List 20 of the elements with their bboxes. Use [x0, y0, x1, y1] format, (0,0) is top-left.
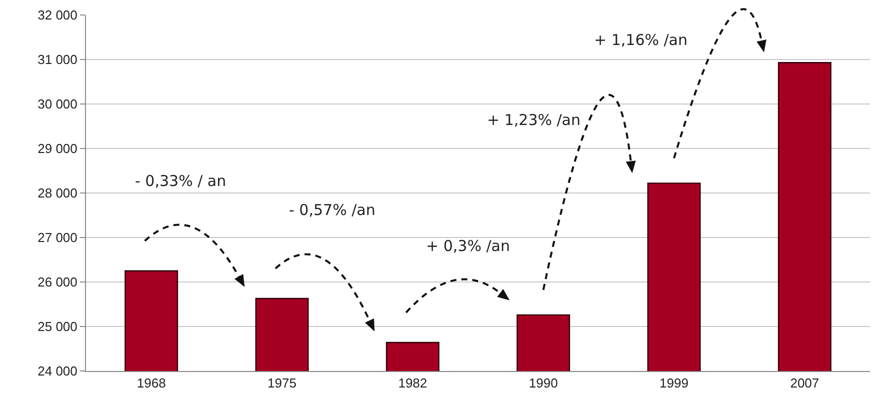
x-tick-label: 1990 [528, 376, 558, 391]
x-tick-label: 2007 [790, 376, 820, 391]
annotation: + 1,16% /an [594, 31, 688, 49]
y-tick-label: 32 000 [38, 8, 78, 23]
x-tick-label: 1968 [136, 376, 166, 391]
annotation: + 0,3% /an [426, 237, 510, 255]
y-tick-label: 28 000 [38, 186, 78, 201]
annotation: - 0,33% / an [135, 172, 226, 190]
annotation: + 1,23% /an [487, 111, 581, 129]
y-tick-label: 27 000 [38, 230, 78, 246]
x-tick-label: 1999 [660, 376, 688, 391]
y-tick-label: 31 000 [38, 52, 78, 68]
y-tick-label: 26 000 [38, 274, 78, 290]
y-tick-label: 29 000 [38, 141, 78, 156]
x-tick-label: 1975 [268, 376, 296, 391]
y-tick-label: 25 000 [38, 319, 78, 334]
y-tick-label: 24 000 [38, 364, 78, 379]
annotation: - 0,57% /an [289, 201, 376, 219]
x-tick-label: 1982 [398, 376, 428, 391]
y-tick-label: 30 000 [38, 96, 78, 112]
